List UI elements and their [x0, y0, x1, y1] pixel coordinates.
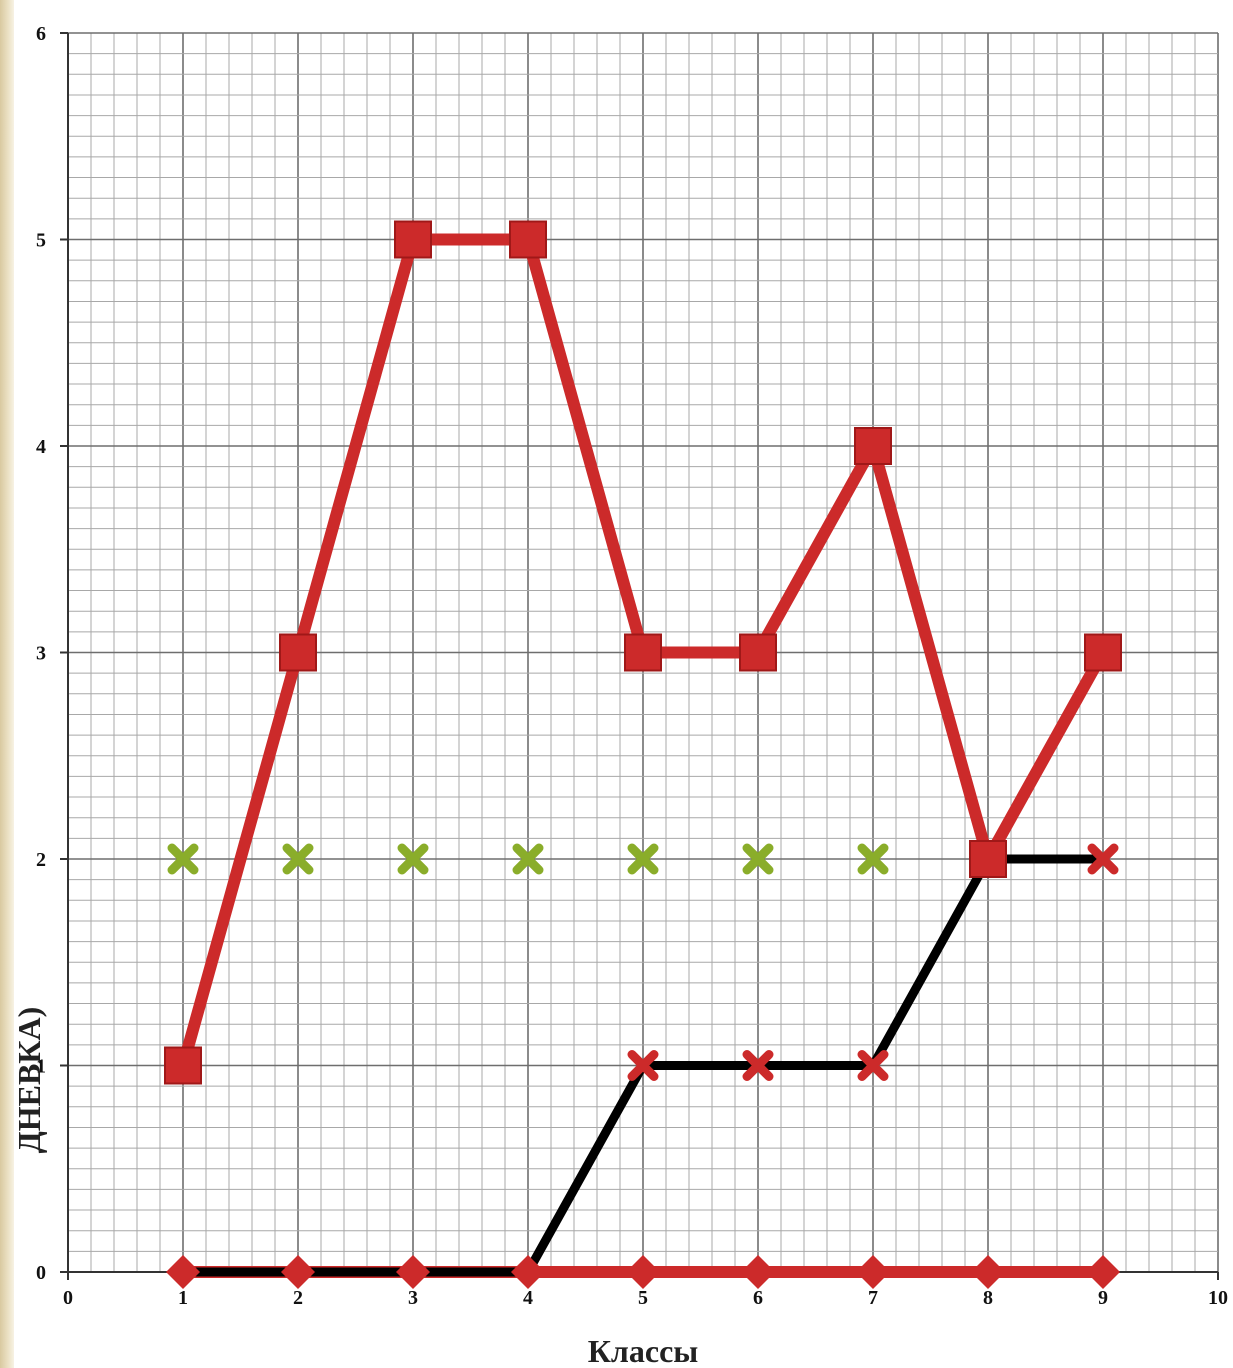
series-markers: [164, 220, 1122, 1289]
y-tick-labels: 0 1 2 3 4 5 6: [36, 23, 46, 1284]
x-tick-label: 5: [638, 1287, 648, 1309]
x-axis-title: Классы: [588, 1333, 699, 1368]
x-tick-label: 8: [983, 1287, 993, 1309]
x-tick-label: 10: [1208, 1287, 1228, 1309]
series-2-point: [281, 1255, 315, 1289]
x-tick-label: 7: [868, 1287, 878, 1309]
chart-grid: [67, 32, 1219, 1273]
series-2-point: [856, 1255, 890, 1289]
y-tick-label: 2: [36, 849, 46, 871]
series-2-point: [971, 1255, 1005, 1289]
series-1-point: [624, 633, 662, 672]
series-4-point: [397, 843, 429, 875]
x-tick-label: 9: [1098, 1287, 1108, 1309]
series-3-point: [627, 1050, 659, 1081]
x-tick-label: 6: [753, 1287, 763, 1309]
series-1-point: [164, 1046, 202, 1085]
series-1-point: [854, 427, 892, 465]
series-2-point: [396, 1255, 430, 1289]
series-4-point: [282, 843, 314, 875]
series-3-point: [857, 1050, 889, 1081]
series-1-point: [1084, 633, 1122, 672]
series-2-point: [166, 1255, 200, 1289]
series-1-point: [279, 633, 317, 672]
series-4-point: [512, 843, 544, 875]
x-tick-label: 0: [63, 1287, 73, 1309]
y-tick-label: 6: [36, 23, 46, 45]
left-edge-strip: [0, 0, 14, 1368]
series-4-point: [742, 843, 774, 875]
series-4-point: [167, 843, 199, 875]
series-3-point: [1087, 843, 1119, 875]
series-2-point: [511, 1255, 545, 1289]
series-3-point: [972, 843, 1004, 875]
x-tick-label: 2: [293, 1287, 303, 1309]
x-tick-labels: 0 1 2 3 4 5 6 7 8 9 10: [63, 1287, 1228, 1309]
y-tick-label: 4: [36, 436, 46, 458]
series-1-point: [509, 220, 547, 259]
series-2-point: [626, 1255, 660, 1289]
y-tick-label: 1: [36, 1056, 46, 1078]
x-tick-label: 4: [523, 1287, 533, 1309]
y-tick-label: 5: [36, 230, 46, 252]
series-1-point: [394, 220, 432, 259]
y-axis-title: ДНЕВКА): [11, 1007, 47, 1154]
y-tick-label: 0: [36, 1262, 46, 1284]
series-4-point: [857, 843, 889, 875]
x-tick-label: 3: [408, 1287, 418, 1309]
series-4-point: [627, 843, 659, 875]
series-2-point: [1086, 1255, 1120, 1289]
series-2-point: [741, 1255, 775, 1289]
series-3-point: [742, 1050, 774, 1081]
y-tick-label: 3: [36, 643, 46, 665]
x-tick-label: 1: [178, 1287, 188, 1309]
series-1-point: [739, 633, 777, 672]
